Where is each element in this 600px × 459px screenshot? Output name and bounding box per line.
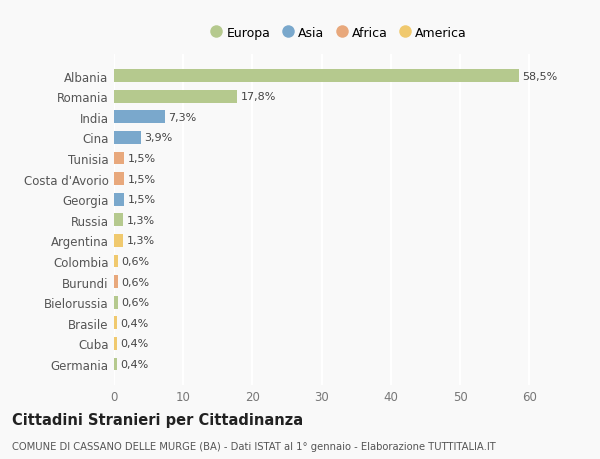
Text: 0,4%: 0,4% [120,318,148,328]
Bar [114,358,117,370]
Legend: Europa, Asia, Africa, America: Europa, Asia, Africa, America [206,22,472,45]
Bar [114,337,117,350]
Text: 1,5%: 1,5% [128,174,156,184]
Bar [114,275,118,288]
Text: 0,6%: 0,6% [122,277,150,287]
Text: Cittadini Stranieri per Cittadinanza: Cittadini Stranieri per Cittadinanza [12,413,303,428]
Bar [114,193,124,206]
Bar [114,132,141,145]
Text: 1,5%: 1,5% [128,195,156,205]
Text: 0,6%: 0,6% [122,257,150,266]
Text: 58,5%: 58,5% [523,72,558,81]
Bar [114,173,124,185]
Bar [114,111,164,124]
Bar [114,317,117,330]
Text: COMUNE DI CASSANO DELLE MURGE (BA) - Dati ISTAT al 1° gennaio - Elaborazione TUT: COMUNE DI CASSANO DELLE MURGE (BA) - Dat… [12,441,496,451]
Text: 1,3%: 1,3% [127,215,155,225]
Bar [114,255,118,268]
Bar [114,296,118,309]
Bar [114,90,237,103]
Text: 7,3%: 7,3% [168,112,196,123]
Text: 0,6%: 0,6% [122,297,150,308]
Text: 17,8%: 17,8% [241,92,276,102]
Text: 1,5%: 1,5% [128,154,156,164]
Text: 1,3%: 1,3% [127,236,155,246]
Bar [114,70,519,83]
Bar [114,152,124,165]
Bar [114,214,123,227]
Bar [114,235,123,247]
Text: 3,9%: 3,9% [145,133,173,143]
Text: 0,4%: 0,4% [120,339,148,348]
Text: 0,4%: 0,4% [120,359,148,369]
